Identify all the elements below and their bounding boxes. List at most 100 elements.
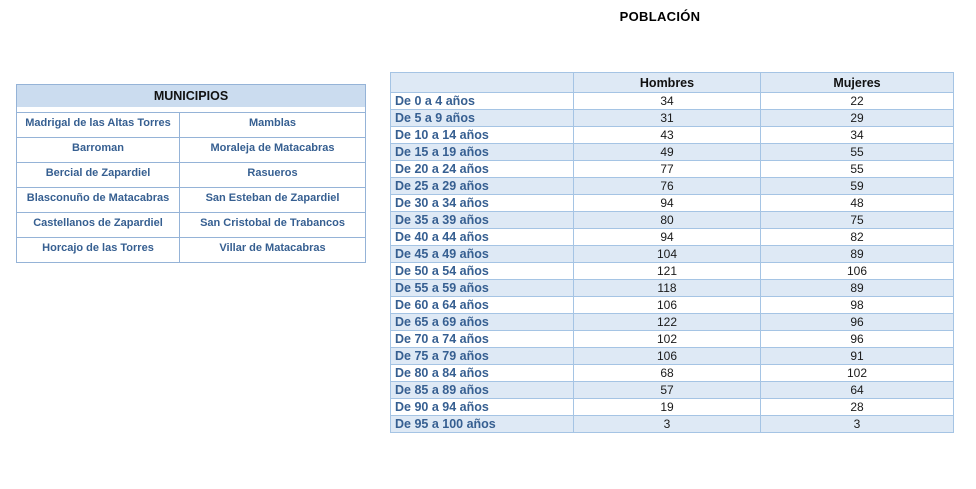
mujeres-value-cell: 82 [760, 228, 954, 246]
hombres-value-cell: 3 [573, 415, 761, 433]
municipio-name-cell: Blasconuño de Matacabras [16, 187, 180, 213]
population-row: De 5 a 9 años 31 29 [390, 109, 954, 127]
population-row: De 55 a 59 años 118 89 [390, 279, 954, 297]
population-row: De 30 a 34 años 94 48 [390, 194, 954, 212]
population-row: De 35 a 39 años 80 75 [390, 211, 954, 229]
mujeres-value-cell: 3 [760, 415, 954, 433]
population-row: De 70 a 74 años 102 96 [390, 330, 954, 348]
hombres-value-cell: 106 [573, 296, 761, 314]
mujeres-value-cell: 64 [760, 381, 954, 399]
age-group-cell: De 5 a 9 años [390, 109, 574, 127]
hombres-value-cell: 31 [573, 109, 761, 127]
mujeres-value-cell: 91 [760, 347, 954, 365]
hombres-value-cell: 106 [573, 347, 761, 365]
age-column-header [390, 72, 574, 93]
age-group-cell: De 0 a 4 años [390, 92, 574, 110]
municipio-name-cell: Rasueros [179, 162, 366, 188]
municipios-table-header: MUNICIPIOS [16, 84, 366, 107]
mujeres-value-cell: 106 [760, 262, 954, 280]
mujeres-value-cell: 29 [760, 109, 954, 127]
hombres-column-header: Hombres [573, 72, 761, 93]
municipios-header-row: MUNICIPIOS [16, 84, 366, 107]
hombres-value-cell: 57 [573, 381, 761, 399]
population-row: De 0 a 4 años 34 22 [390, 92, 954, 110]
municipio-name-cell: Horcajo de las Torres [16, 237, 180, 263]
hombres-value-cell: 80 [573, 211, 761, 229]
hombres-value-cell: 76 [573, 177, 761, 195]
hombres-value-cell: 122 [573, 313, 761, 331]
mujeres-value-cell: 89 [760, 279, 954, 297]
mujeres-value-cell: 55 [760, 143, 954, 161]
age-group-cell: De 55 a 59 años [390, 279, 574, 297]
municipio-row: Horcajo de las Torres Villar de Matacabra… [16, 237, 366, 263]
page-title: POBLACIÓN [619, 9, 701, 24]
mujeres-value-cell: 96 [760, 330, 954, 348]
age-group-cell: De 85 a 89 años [390, 381, 574, 399]
population-row: De 60 a 64 años 106 98 [390, 296, 954, 314]
population-row: De 75 a 79 años 106 91 [390, 347, 954, 365]
population-row: De 85 a 89 años 57 64 [390, 381, 954, 399]
mujeres-value-cell: 28 [760, 398, 954, 416]
mujeres-value-cell: 34 [760, 126, 954, 144]
mujeres-value-cell: 89 [760, 245, 954, 263]
age-group-cell: De 75 a 79 años [390, 347, 574, 365]
municipio-row: Madrigal de las Altas Torres Mamblas [16, 112, 366, 138]
age-group-cell: De 45 a 49 años [390, 245, 574, 263]
population-row: De 45 a 49 años 104 89 [390, 245, 954, 263]
municipio-name-cell: Castellanos de Zapardiel [16, 212, 180, 238]
municipio-name-cell: Mamblas [179, 112, 366, 138]
age-group-cell: De 40 a 44 años [390, 228, 574, 246]
mujeres-value-cell: 55 [760, 160, 954, 178]
mujeres-value-cell: 98 [760, 296, 954, 314]
age-group-cell: De 20 a 24 años [390, 160, 574, 178]
mujeres-value-cell: 22 [760, 92, 954, 110]
population-row: De 20 a 24 años 77 55 [390, 160, 954, 178]
municipio-row: Bercial de Zapardiel Rasueros [16, 162, 366, 188]
hombres-value-cell: 121 [573, 262, 761, 280]
age-group-cell: De 80 a 84 años [390, 364, 574, 382]
municipio-name-cell: Bercial de Zapardiel [16, 162, 180, 188]
population-row: De 50 a 54 años 121 106 [390, 262, 954, 280]
population-row: De 95 a 100 años 3 3 [390, 415, 954, 433]
hombres-value-cell: 19 [573, 398, 761, 416]
age-group-cell: De 65 a 69 años [390, 313, 574, 331]
population-row: De 65 a 69 años 122 96 [390, 313, 954, 331]
mujeres-column-header: Mujeres [760, 72, 954, 93]
municipio-name-cell: Madrigal de las Altas Torres [16, 112, 180, 138]
municipio-row: Castellanos de Zapardiel San Cristobal de… [16, 212, 366, 238]
hombres-value-cell: 68 [573, 364, 761, 382]
mujeres-value-cell: 59 [760, 177, 954, 195]
age-group-cell: De 10 a 14 años [390, 126, 574, 144]
hombres-value-cell: 94 [573, 194, 761, 212]
mujeres-value-cell: 75 [760, 211, 954, 229]
hombres-value-cell: 49 [573, 143, 761, 161]
hombres-value-cell: 34 [573, 92, 761, 110]
population-row: De 80 a 84 años 68 102 [390, 364, 954, 382]
municipios-table: MUNICIPIOS Madrigal de las Altas Torres M… [16, 84, 366, 263]
municipio-name-cell: Moraleja de Matacabras [179, 137, 366, 163]
population-row: De 10 a 14 años 43 34 [390, 126, 954, 144]
age-group-cell: De 30 a 34 años [390, 194, 574, 212]
municipio-name-cell: San Esteban de Zapardiel [179, 187, 366, 213]
population-header-row: Hombres Mujeres [390, 72, 954, 93]
mujeres-value-cell: 96 [760, 313, 954, 331]
population-row: De 40 a 44 años 94 82 [390, 228, 954, 246]
age-group-cell: De 95 a 100 años [390, 415, 574, 433]
municipio-name-cell: Barroman [16, 137, 180, 163]
hombres-value-cell: 77 [573, 160, 761, 178]
age-group-cell: De 15 a 19 años [390, 143, 574, 161]
population-row: De 25 a 29 años 76 59 [390, 177, 954, 195]
age-group-cell: De 50 a 54 años [390, 262, 574, 280]
population-row: De 15 a 19 años 49 55 [390, 143, 954, 161]
age-group-cell: De 70 a 74 años [390, 330, 574, 348]
age-group-cell: De 25 a 29 años [390, 177, 574, 195]
hombres-value-cell: 118 [573, 279, 761, 297]
population-row: De 90 a 94 años 19 28 [390, 398, 954, 416]
mujeres-value-cell: 48 [760, 194, 954, 212]
age-group-cell: De 90 a 94 años [390, 398, 574, 416]
hombres-value-cell: 104 [573, 245, 761, 263]
hombres-value-cell: 43 [573, 126, 761, 144]
mujeres-value-cell: 102 [760, 364, 954, 382]
hombres-value-cell: 102 [573, 330, 761, 348]
